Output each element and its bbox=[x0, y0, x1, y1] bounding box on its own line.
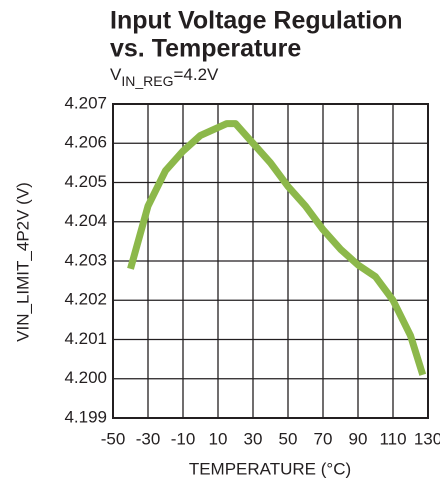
chart-title: vs. Temperature bbox=[110, 35, 301, 63]
x-tick-label: 70 bbox=[314, 429, 333, 448]
chart-subtitle: VIN_REG=4.2V bbox=[110, 65, 219, 88]
y-tick-label: 4.202 bbox=[64, 290, 107, 309]
x-tick-label: -50 bbox=[101, 429, 126, 448]
y-tick-label: 4.203 bbox=[64, 250, 107, 269]
x-tick-label: 50 bbox=[279, 429, 298, 448]
y-tick-label: 4.200 bbox=[64, 368, 107, 387]
x-tick-label: -10 bbox=[171, 429, 196, 448]
y-tick-label: 4.205 bbox=[64, 172, 107, 191]
x-tick-label: -30 bbox=[136, 429, 161, 448]
subtitle-part: V bbox=[110, 65, 122, 84]
y-tick-label: 4.204 bbox=[64, 211, 107, 230]
y-axis-label: VIN_LIMIT_4P2V (V) bbox=[13, 182, 32, 342]
data-line bbox=[127, 120, 427, 376]
chart-title: Input Voltage Regulation bbox=[110, 7, 403, 35]
plot-frame bbox=[112, 103, 429, 419]
x-axis-label: TEMPERATURE (°C) bbox=[189, 459, 351, 478]
x-tick-label: 130 bbox=[414, 429, 440, 448]
y-tick-label: 4.207 bbox=[64, 93, 107, 112]
x-tick-label: 30 bbox=[244, 429, 263, 448]
subtitle-sub: IN_REG bbox=[121, 73, 173, 89]
x-tick-label: 90 bbox=[349, 429, 368, 448]
y-tick-label: 4.206 bbox=[64, 133, 107, 152]
x-tick-label: 110 bbox=[379, 429, 406, 448]
y-tick-label: 4.199 bbox=[64, 407, 107, 426]
x-tick-label: 10 bbox=[209, 429, 228, 448]
subtitle-part: =4.2V bbox=[173, 65, 219, 84]
y-tick-label: 4.201 bbox=[64, 329, 107, 348]
